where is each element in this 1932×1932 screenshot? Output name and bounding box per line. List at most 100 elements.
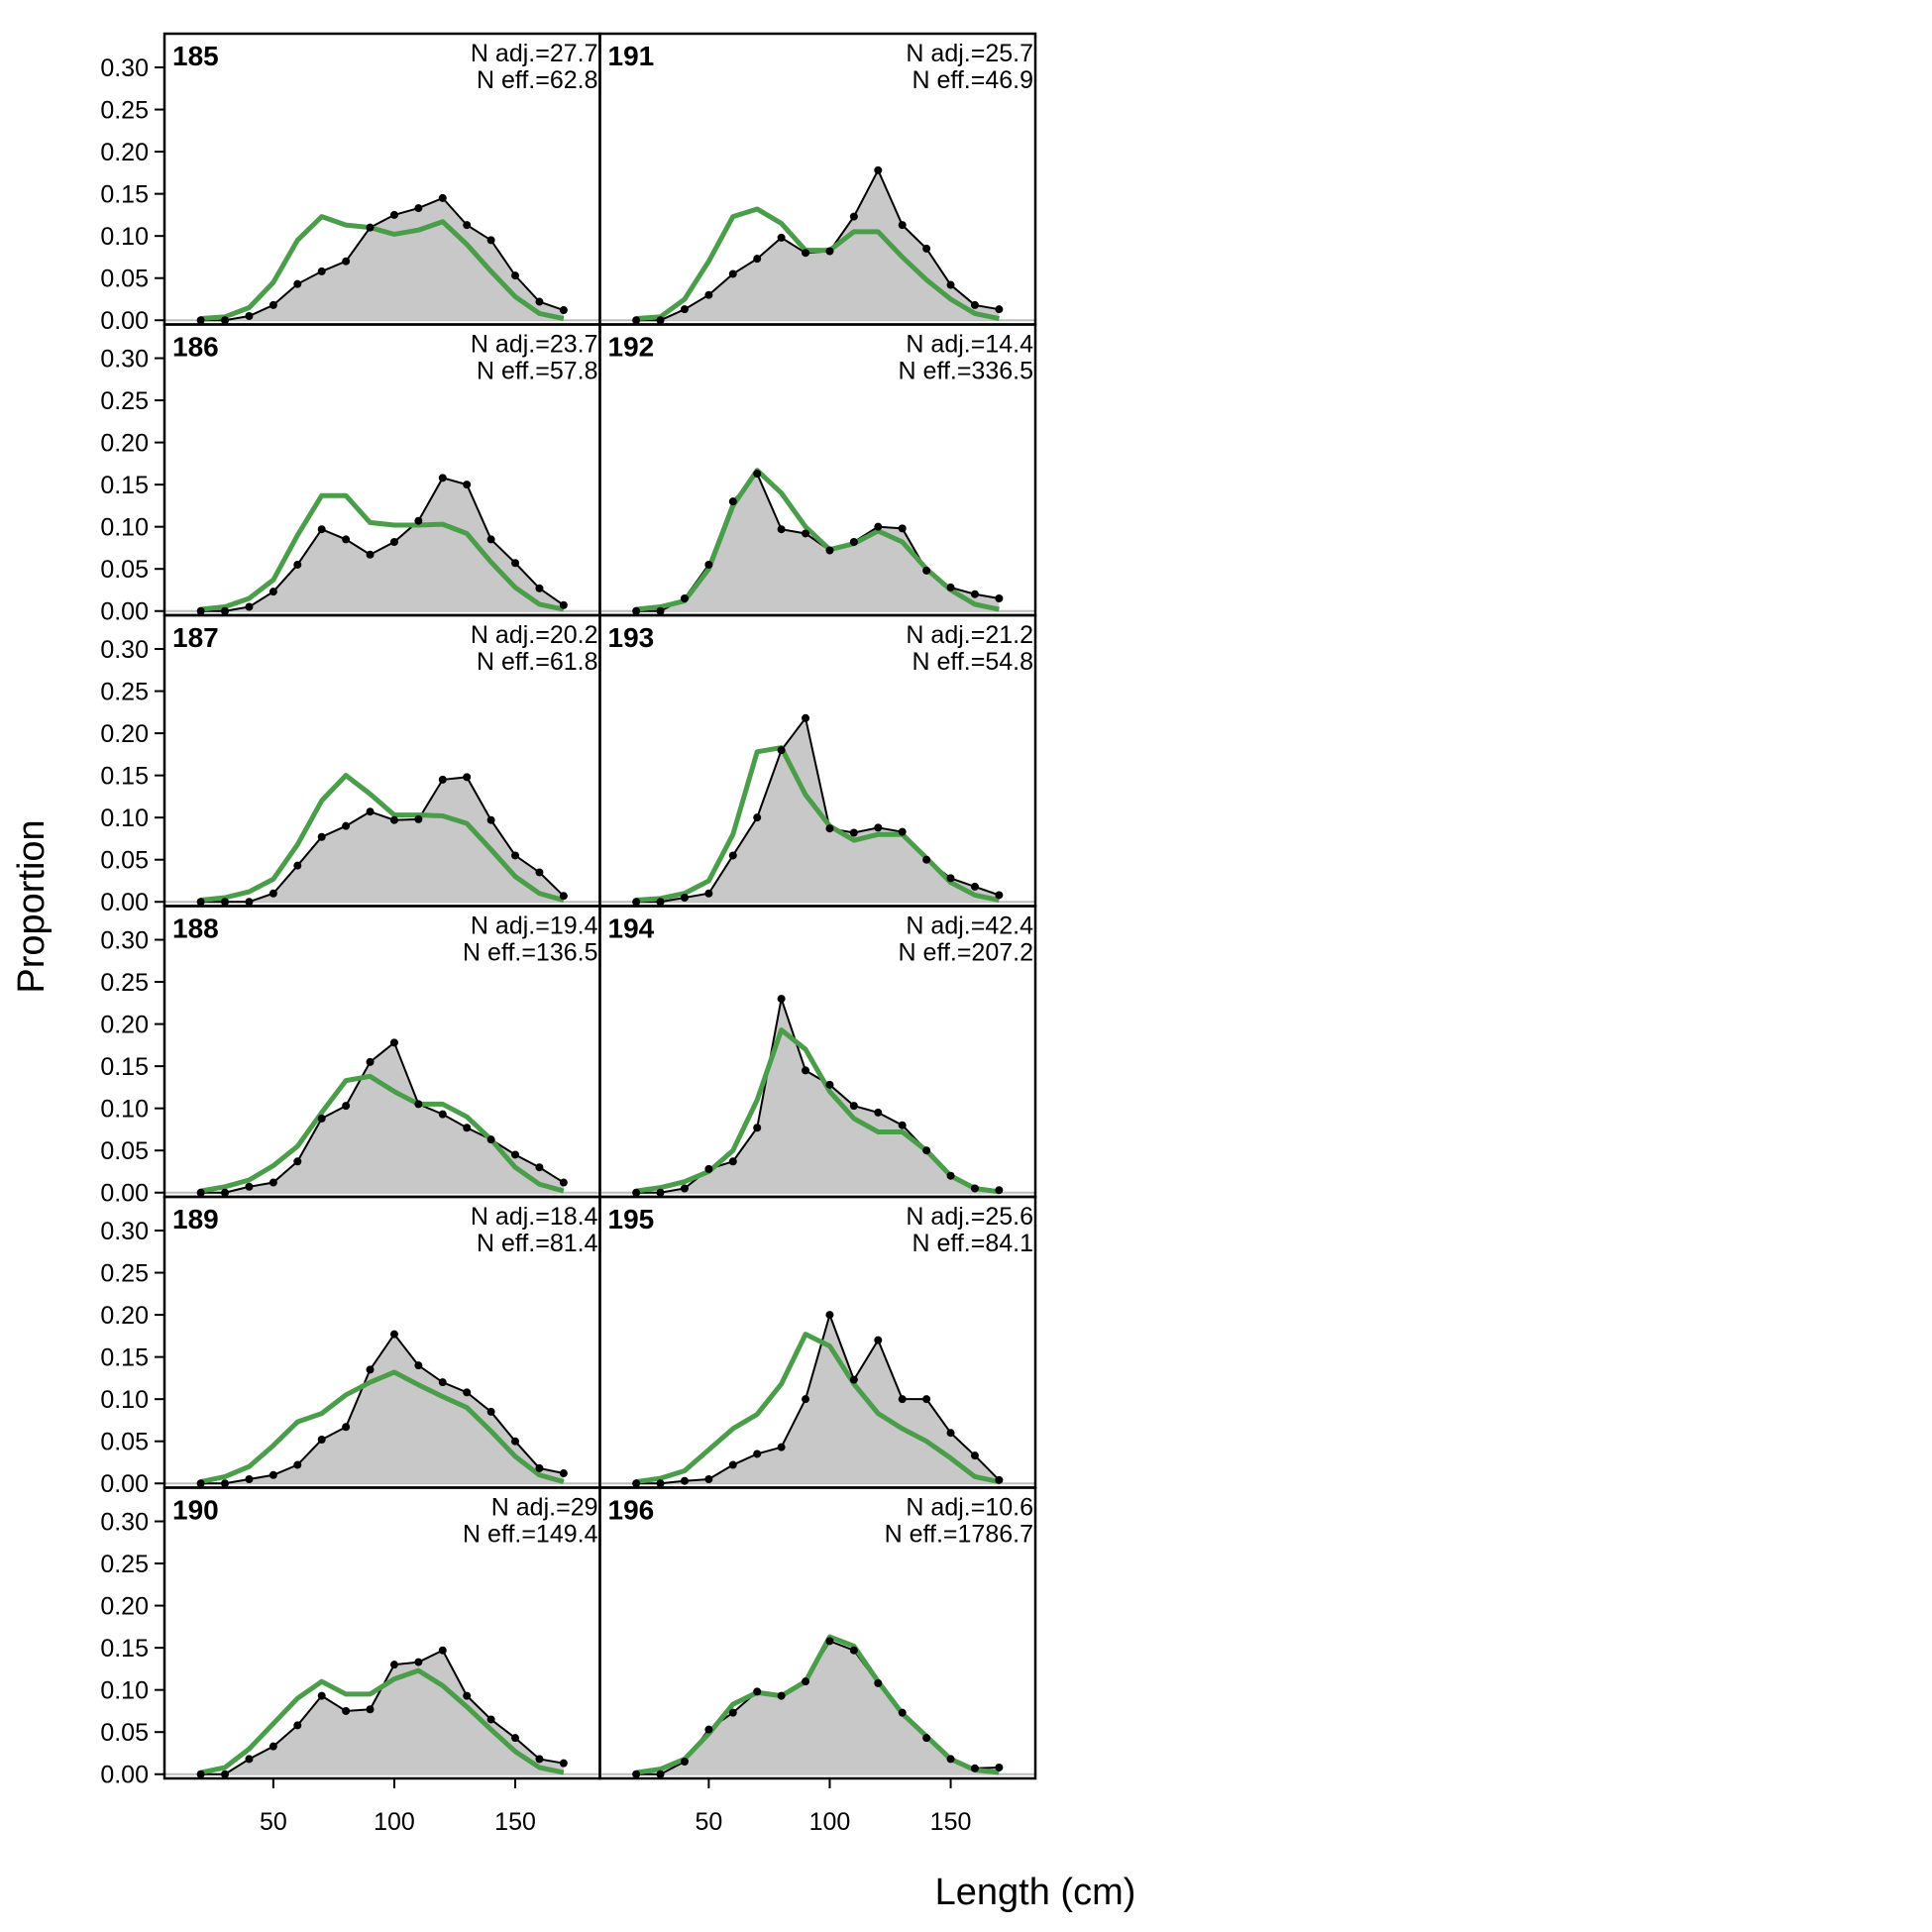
observed-point [656,1479,665,1488]
n-adj-label: N adj.=25.7 [906,40,1033,67]
observed-point [680,593,689,602]
observed-point [632,898,641,907]
observed-point [535,868,544,877]
observed-point [874,165,883,174]
y-tick-label: 0.25 [100,97,149,125]
observed-point [777,1691,786,1700]
panel-label: 195 [608,1204,655,1234]
n-adj-label: N adj.=19.4 [471,912,598,940]
panel-label: 186 [172,332,219,363]
observed-area [636,1641,1000,1774]
observed-point [535,584,544,592]
observed-point [414,1100,423,1109]
observed-point [898,827,907,836]
observed-point [802,1677,810,1686]
observed-point [559,1469,568,1478]
observed-point [777,525,786,534]
observed-point [221,1770,230,1778]
expected-line [200,1073,565,1194]
expected-line [200,492,565,612]
observed-point [728,851,737,860]
observed-point [293,1721,302,1730]
observed-point [389,1330,398,1339]
observed-point [874,1108,883,1117]
n-adj-label: N adj.=42.4 [906,912,1033,940]
observed-point [559,1759,568,1768]
y-tick-label: 0.05 [100,556,149,584]
observed-point [221,316,230,325]
observed-point [463,1124,472,1132]
observed-point [849,828,858,837]
observed-point [438,193,447,202]
observed-line [200,1040,565,1194]
n-adj-label: N adj.=20.2 [471,621,598,649]
observed-point [463,773,472,782]
n-eff-label: N eff.=336.5 [899,358,1033,385]
n-eff-label: N eff.=149.4 [463,1521,598,1549]
observed-point [389,210,398,219]
observed-point [293,279,302,288]
observed-line [200,776,565,904]
observed-point [389,537,398,546]
observed-point [656,606,665,615]
observed-point [970,882,979,891]
observed-point [922,1395,931,1404]
y-tick-label: 0.15 [100,1635,149,1663]
expected-line [200,773,565,904]
observed-point [221,898,230,907]
y-tick-label: 0.10 [100,1096,149,1124]
observed-point [245,1182,254,1191]
y-tick-label: 0.30 [100,346,149,374]
observed-point [680,305,689,314]
y-tick-label: 0.10 [100,223,149,251]
observed-point [196,1770,205,1778]
expected-line [635,1027,1000,1195]
observed-area [636,169,1000,321]
observed-point [535,1755,544,1764]
y-tick-label: 0.05 [100,847,149,875]
x-tick-label: 100 [809,1808,851,1836]
expected-line [635,1332,1000,1485]
observed-point [486,535,495,544]
y-tick-label: 0.10 [100,1677,149,1705]
observed-point [559,892,568,901]
expected-line [635,1634,1000,1775]
observed-point [753,813,762,822]
observed-point [632,1770,641,1778]
observed-point [680,1184,689,1193]
observed-point [511,851,520,860]
y-tick-label: 0.15 [100,1053,149,1081]
observed-point [268,588,277,596]
observed-point [704,1474,713,1483]
y-tick-label: 0.30 [100,1218,149,1245]
observed-point [268,1742,277,1751]
observed-point [438,1110,447,1119]
observed-point [463,221,472,230]
observed-point [922,1146,931,1155]
observed-point [511,1734,520,1743]
panel-196: 196 N adj.=10.6N eff.=1786.7 [598,1486,1037,1780]
observed-point [704,1725,713,1734]
observed-point [342,1423,351,1432]
observed-point [342,1706,351,1715]
observed-point [535,1463,544,1472]
observed-point [898,221,907,230]
y-tick-label: 0.10 [100,514,149,542]
n-eff-label: N eff.=57.8 [477,358,598,385]
observed-point [414,204,423,213]
observed-area [200,478,564,611]
observed-line [636,1311,1001,1485]
observed-point [245,602,254,611]
y-tick-label: 0.00 [100,889,149,916]
observed-point [680,1757,689,1766]
observed-point [366,1705,375,1714]
observed-point [704,560,713,569]
observed-line [200,196,565,322]
observed-point [995,1475,1004,1484]
observed-point [753,1124,762,1132]
observed-point [825,1080,834,1089]
observed-point [946,583,955,591]
observed-area [200,1650,564,1774]
